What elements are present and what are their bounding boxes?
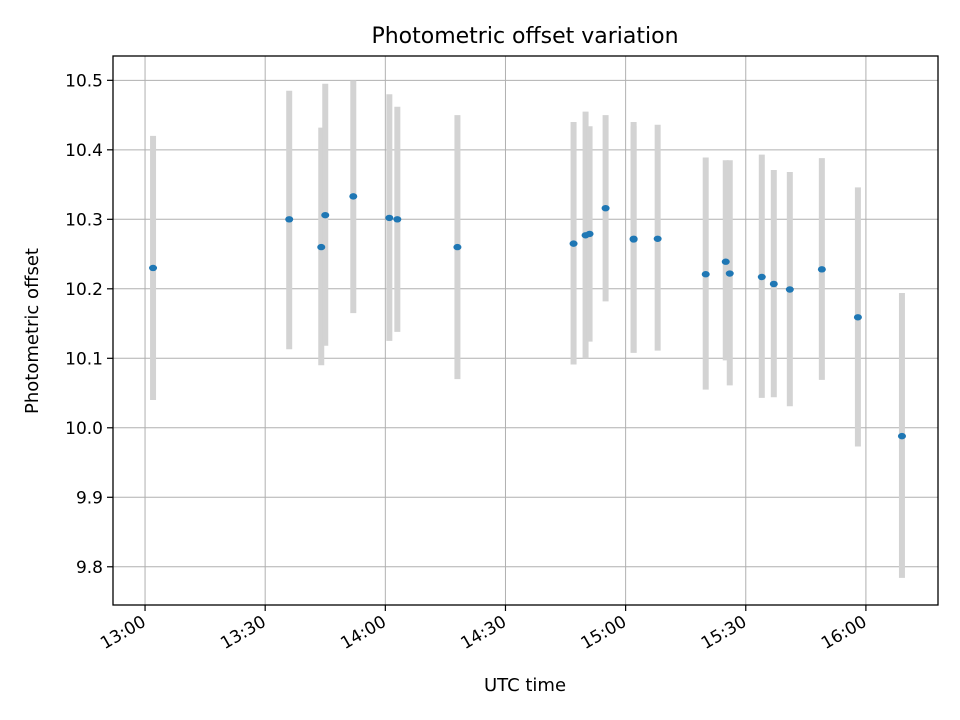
data-point (629, 235, 638, 242)
grid (113, 56, 938, 605)
data-point (725, 270, 734, 277)
y-tick-label: 10.3 (65, 210, 103, 230)
data-point (769, 280, 778, 288)
y-axis-label: Photometric offset (22, 248, 43, 414)
data-point (149, 264, 158, 272)
data-point (393, 216, 402, 223)
data-point (817, 266, 826, 273)
data-point (653, 235, 662, 242)
data-point (317, 243, 326, 251)
x-axis-label: UTC time (484, 675, 566, 696)
y-tick-label: 10.4 (65, 141, 103, 161)
data-point (785, 286, 794, 293)
data-point (321, 211, 330, 219)
data-point (385, 214, 394, 222)
y-tick-label: 9.9 (76, 488, 103, 508)
data-point (721, 258, 730, 265)
y-tick-label: 10.0 (65, 419, 103, 439)
y-tick-label: 10.5 (65, 71, 103, 91)
plot-frame (112, 55, 939, 606)
y-tick-label: 10.1 (65, 349, 103, 369)
data-point (897, 432, 906, 440)
data-points (149, 193, 906, 440)
y-tick-label: 9.8 (76, 558, 103, 578)
data-point (701, 271, 710, 278)
y-tick-label: 10.2 (65, 280, 103, 300)
data-point (453, 243, 462, 251)
chart-title: Photometric offset variation (371, 24, 678, 49)
data-point (601, 204, 610, 212)
data-point (349, 193, 358, 200)
data-point (757, 273, 766, 281)
data-point (585, 230, 594, 238)
data-point (569, 240, 578, 247)
data-point (853, 314, 862, 321)
data-point (285, 216, 294, 223)
